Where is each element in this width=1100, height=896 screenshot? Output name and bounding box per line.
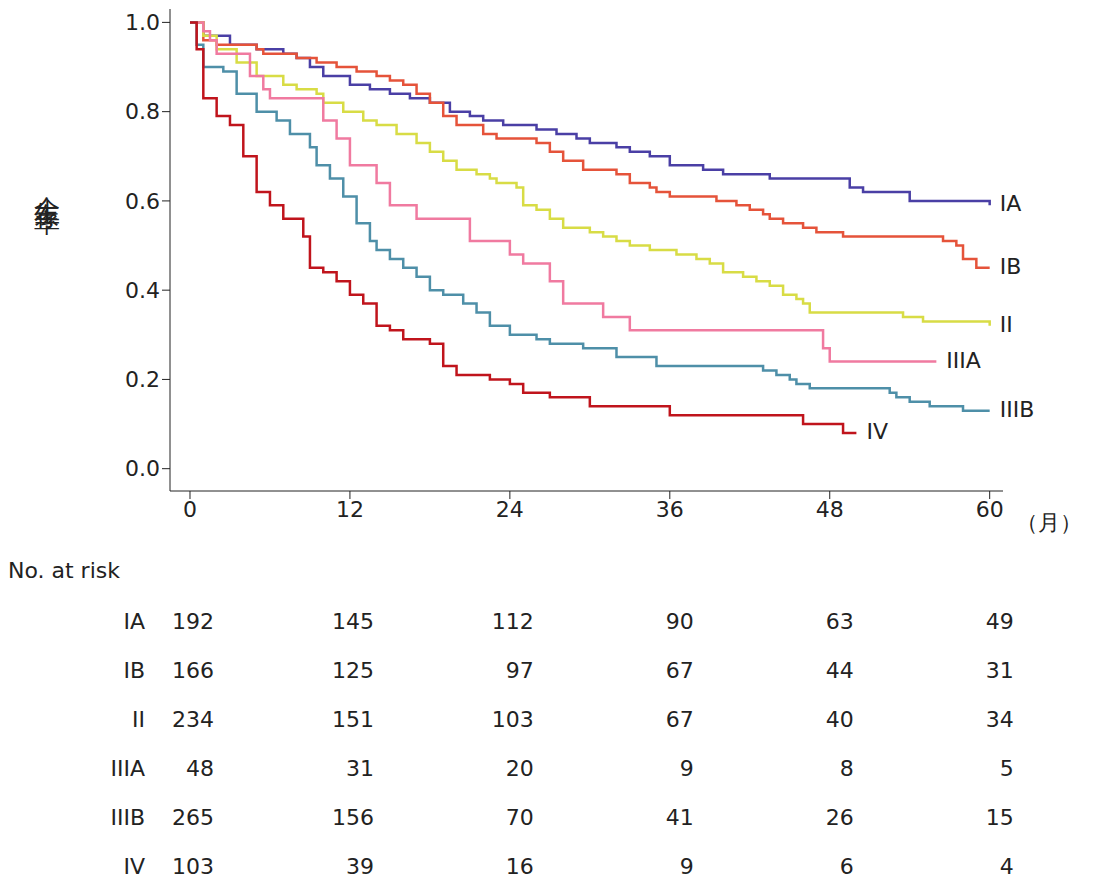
svg-text:151: 151 — [332, 707, 374, 732]
svg-text:IA: IA — [1000, 191, 1022, 216]
svg-text:IIIB: IIIB — [110, 805, 145, 830]
svg-text:36: 36 — [656, 497, 684, 522]
svg-text:70: 70 — [506, 805, 534, 830]
svg-text:97: 97 — [506, 658, 534, 683]
svg-text:6: 6 — [840, 854, 854, 879]
svg-text:156: 156 — [332, 805, 374, 830]
svg-text:103: 103 — [492, 707, 534, 732]
svg-text:No. at risk: No. at risk — [8, 558, 120, 583]
svg-text:44: 44 — [826, 658, 854, 683]
svg-text:0.8: 0.8 — [125, 99, 160, 124]
svg-text:31: 31 — [986, 658, 1014, 683]
svg-text:9: 9 — [680, 756, 694, 781]
svg-text:40: 40 — [826, 707, 854, 732]
svg-text:49: 49 — [986, 609, 1014, 634]
svg-text:192: 192 — [172, 609, 214, 634]
svg-text:II: II — [1000, 312, 1013, 337]
svg-text:IIIB: IIIB — [1000, 397, 1035, 422]
svg-text:0.6: 0.6 — [125, 189, 160, 214]
svg-text:34: 34 — [986, 707, 1014, 732]
svg-text:67: 67 — [666, 707, 694, 732]
svg-text:48: 48 — [816, 497, 844, 522]
svg-text:IIIA: IIIA — [110, 756, 145, 781]
svg-text:125: 125 — [332, 658, 374, 683]
svg-text:8: 8 — [840, 756, 854, 781]
svg-text:IV: IV — [866, 419, 888, 444]
svg-text:145: 145 — [332, 609, 374, 634]
svg-text:15: 15 — [986, 805, 1014, 830]
svg-text:31: 31 — [346, 756, 374, 781]
svg-text:67: 67 — [666, 658, 694, 683]
svg-text:39: 39 — [346, 854, 374, 879]
html-text:全生存率: 全生存率 — [32, 175, 62, 191]
svg-text:0.0: 0.0 — [125, 456, 160, 481]
svg-text:9: 9 — [680, 854, 694, 879]
svg-text:12: 12 — [336, 497, 364, 522]
svg-text:41: 41 — [666, 805, 694, 830]
svg-text:IIIA: IIIA — [946, 348, 981, 373]
svg-text:IB: IB — [1000, 254, 1022, 279]
html-text:（月）: （月） — [1015, 510, 1082, 535]
svg-text:1.0: 1.0 — [125, 10, 160, 35]
svg-text:265: 265 — [172, 805, 214, 830]
svg-text:234: 234 — [172, 707, 214, 732]
svg-text:166: 166 — [172, 658, 214, 683]
svg-text:16: 16 — [506, 854, 534, 879]
svg-text:II: II — [132, 707, 145, 732]
svg-text:IB: IB — [123, 658, 145, 683]
svg-text:90: 90 — [666, 609, 694, 634]
svg-text:48: 48 — [186, 756, 214, 781]
svg-text:0: 0 — [183, 497, 197, 522]
svg-text:5: 5 — [1000, 756, 1014, 781]
svg-text:24: 24 — [496, 497, 524, 522]
svg-text:0.4: 0.4 — [125, 278, 160, 303]
svg-text:0.2: 0.2 — [125, 367, 160, 392]
svg-text:26: 26 — [826, 805, 854, 830]
svg-text:20: 20 — [506, 756, 534, 781]
svg-text:63: 63 — [826, 609, 854, 634]
svg-text:112: 112 — [492, 609, 534, 634]
svg-text:IA: IA — [123, 609, 145, 634]
svg-text:IV: IV — [123, 854, 145, 879]
svg-text:60: 60 — [976, 497, 1004, 522]
svg-text:4: 4 — [1000, 854, 1014, 879]
svg-text:103: 103 — [172, 854, 214, 879]
